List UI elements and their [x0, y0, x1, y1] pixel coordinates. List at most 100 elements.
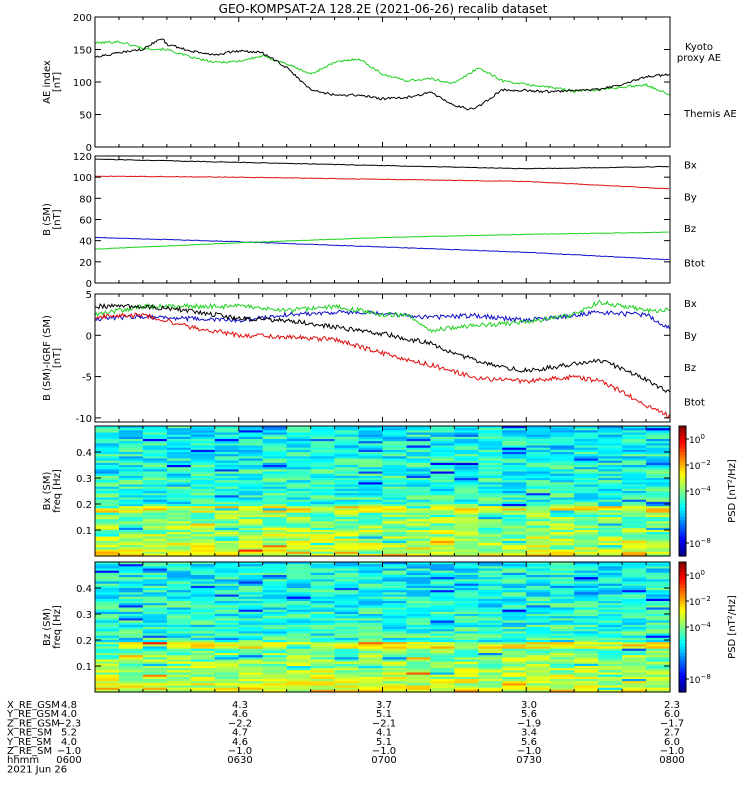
spectrogram-cell: [238, 605, 264, 609]
spectrogram-cell: [574, 579, 599, 583]
spectrogram-cell: [430, 445, 455, 449]
spectrogram-cell: [646, 426, 671, 429]
spectrogram-cell: [118, 508, 144, 512]
spectrogram-cell: [95, 674, 120, 678]
spectrogram-cell: [118, 676, 144, 680]
spectrogram-cell: [454, 629, 479, 632]
spectrogram-cell: [166, 562, 192, 565]
spectrogram-cell: [574, 482, 599, 486]
spectrogram-cell: [574, 473, 599, 477]
spectrogram-cell: [526, 445, 551, 449]
spectrogram-cell: [430, 616, 455, 619]
spectrogram-cell: [574, 452, 599, 455]
spectrogram-cell: [118, 534, 144, 538]
spectrogram-cell: [526, 611, 551, 615]
spectrogram-cell: [118, 523, 144, 527]
spectrogram-cell: [166, 661, 192, 665]
colorbar-segment: [679, 672, 686, 677]
spectrogram-cell: [526, 590, 551, 593]
spectrogram-cell: [502, 495, 527, 499]
spectrogram-cell: [550, 493, 575, 496]
spectrogram-cell: [406, 443, 432, 447]
spectrogram-cell: [526, 501, 551, 505]
spectrogram-cell: [574, 570, 599, 574]
spectrogram-cell: [430, 517, 455, 520]
spectrogram-cell: [310, 486, 336, 490]
spectrogram-cell: [406, 551, 432, 555]
spectrogram-cell: [622, 540, 647, 544]
spectrogram-cell: [574, 449, 599, 453]
spectrogram-cell: [166, 430, 192, 434]
colorbar-segment: [679, 442, 686, 447]
spectrogram-cell: [358, 596, 384, 600]
orbit-value: 0600: [56, 755, 81, 766]
spectrogram-cell: [478, 545, 503, 548]
spectrogram-cell: [95, 609, 120, 613]
spectrogram-cell: [502, 685, 527, 689]
spectrogram-cell: [646, 447, 671, 451]
spectrogram-cell: [118, 478, 144, 481]
spectrogram-cell: [118, 640, 144, 643]
spectrogram-cell: [190, 488, 216, 492]
spectrogram-cell: [646, 611, 671, 615]
spectrogram-cell: [574, 543, 599, 546]
spectrogram-cell: [334, 564, 360, 567]
spectrogram-cell: [406, 499, 432, 503]
spectrogram-cell: [574, 436, 599, 440]
spectrogram-cell: [550, 480, 575, 483]
spectrogram-cell: [334, 480, 360, 483]
spectrogram-cell: [550, 603, 575, 606]
spectrogram-cell: [358, 674, 384, 678]
spectrogram-cell: [214, 454, 240, 457]
spectrogram-cell: [406, 577, 432, 580]
spectrogram-cell: [142, 514, 168, 518]
spectrogram-cell: [406, 657, 432, 661]
spectrogram-cell: [550, 523, 575, 527]
spectrogram-cell: [622, 640, 647, 643]
spectrogram-cell: [286, 689, 312, 693]
spectrogram-cell: [95, 592, 120, 596]
spectrogram-cell: [430, 631, 455, 635]
spectrogram-cell: [358, 469, 384, 473]
spectrogram-cell: [262, 508, 288, 512]
spectrogram-cell: [118, 575, 144, 578]
spectrogram-cell: [238, 428, 264, 431]
spectrogram-cell: [454, 653, 479, 656]
spectrogram-cell: [478, 484, 503, 488]
spectrogram-cell: [166, 452, 192, 455]
spectrogram-cell: [382, 469, 408, 473]
spectrogram-cell: [95, 659, 120, 663]
spectrogram-cell: [526, 585, 551, 589]
spectrogram-cell: [598, 426, 623, 429]
spectrogram-cell: [478, 447, 503, 451]
spectrogram-cell: [526, 447, 551, 451]
spectrogram-cell: [358, 486, 384, 490]
spectrogram-cell: [622, 458, 647, 462]
spectrogram-cell: [454, 644, 479, 648]
spectrogram-cell: [262, 592, 288, 596]
spectrogram-cell: [454, 488, 479, 492]
spectrogram-cell: [430, 514, 455, 518]
spectrogram-cell: [142, 648, 168, 652]
spectrogram-cell: [95, 614, 120, 617]
spectrogram-cell: [190, 543, 216, 546]
spectrogram-cell: [502, 603, 527, 606]
spectrogram-cell: [502, 426, 527, 429]
spectrogram-cell: [526, 672, 551, 676]
colorbar-segment: [679, 682, 686, 687]
spectrogram-cell: [95, 491, 120, 494]
orbit-value: −1.0: [660, 746, 684, 757]
spectrogram-cell: [262, 564, 288, 567]
spectrogram-cell: [142, 609, 168, 613]
y-tick-label: 20: [79, 258, 92, 269]
spectrogram-cell: [286, 570, 312, 574]
spectrogram-cell: [646, 469, 671, 473]
spectrogram-cell: [286, 434, 312, 438]
spectrogram-cell: [574, 622, 599, 626]
spectrogram-cell: [574, 514, 599, 518]
spectrogram-cell: [550, 426, 575, 429]
y-tick-label: 80: [79, 194, 92, 205]
spectrogram-cell: [454, 687, 479, 691]
spectrogram-cell: [214, 523, 240, 527]
spectrogram-cell: [526, 663, 551, 667]
